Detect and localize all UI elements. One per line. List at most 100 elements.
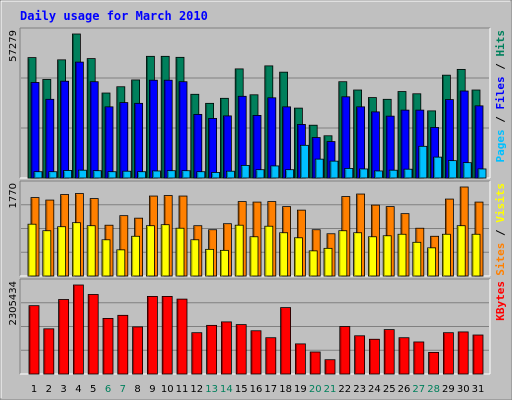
bar-kbytes-day-8 bbox=[132, 326, 144, 375]
bar-pages-day-20 bbox=[314, 158, 324, 179]
kbytes-panel: 2305434 KBytes bbox=[8, 278, 507, 375]
day-label-16: 16 bbox=[250, 384, 263, 395]
bar-kbytes-day-19 bbox=[294, 343, 306, 375]
bar-pages-day-17 bbox=[270, 165, 280, 179]
bar-kbytes-day-27 bbox=[413, 341, 425, 375]
chart-title: Daily usage for March 2010 bbox=[20, 9, 208, 23]
bar-pages-day-28 bbox=[433, 156, 443, 179]
day-label-6: 6 bbox=[105, 384, 111, 395]
day-label-23: 23 bbox=[353, 384, 366, 395]
bar-visits-day-20 bbox=[308, 250, 318, 277]
bar-pages-day-24 bbox=[373, 170, 383, 179]
bar-visits-day-5 bbox=[86, 225, 96, 277]
y-axis-max-label: 1770 bbox=[8, 183, 19, 208]
bar-pages-day-1 bbox=[33, 171, 43, 179]
bar-kbytes-day-13 bbox=[206, 324, 218, 375]
bar-pages-day-21 bbox=[329, 160, 339, 179]
bar-kbytes-day-31 bbox=[472, 334, 484, 375]
bar-kbytes-day-22 bbox=[339, 326, 351, 375]
bar-visits-day-29 bbox=[441, 233, 451, 277]
bar-visits-day-16 bbox=[249, 236, 259, 277]
bar-visits-day-3 bbox=[57, 226, 66, 277]
day-label-30: 30 bbox=[457, 384, 470, 395]
bar-pages-day-9 bbox=[151, 170, 161, 179]
bar-kbytes-day-25 bbox=[383, 329, 395, 375]
bar-kbytes-day-15 bbox=[235, 324, 247, 375]
bar-pages-day-4 bbox=[78, 169, 87, 179]
bar-kbytes-day-2 bbox=[43, 328, 55, 375]
bar-pages-day-25 bbox=[388, 169, 398, 179]
bar-visits-day-30 bbox=[456, 225, 466, 277]
day-label-14: 14 bbox=[220, 384, 233, 395]
bar-visits-day-7 bbox=[116, 249, 126, 277]
bar-pages-day-19 bbox=[299, 144, 309, 179]
bar-pages-day-26 bbox=[403, 168, 413, 179]
bar-kbytes-day-7 bbox=[117, 314, 129, 375]
bar-kbytes-day-20 bbox=[309, 351, 321, 375]
day-label-17: 17 bbox=[264, 384, 277, 395]
bar-visits-day-23 bbox=[353, 232, 363, 277]
legend-separator: / bbox=[494, 57, 507, 77]
bar-pages-day-12 bbox=[196, 171, 206, 179]
bar-kbytes-day-4 bbox=[73, 284, 84, 375]
y-axis-max-label: 57279 bbox=[8, 30, 19, 62]
bar-visits-day-24 bbox=[367, 236, 377, 277]
legend-separator: / bbox=[494, 223, 507, 243]
bar-kbytes-day-17 bbox=[265, 337, 277, 375]
bar-visits-day-31 bbox=[471, 233, 481, 277]
bar-pages-day-22 bbox=[344, 168, 354, 179]
bar-visits-day-2 bbox=[42, 230, 52, 277]
bar-pages-day-6 bbox=[107, 171, 117, 179]
bar-kbytes-day-21 bbox=[324, 359, 336, 375]
day-label-9: 9 bbox=[149, 384, 155, 395]
legend: Pages / Files / Hits bbox=[494, 30, 507, 163]
legend: KBytes bbox=[494, 281, 507, 321]
bar-kbytes-day-6 bbox=[102, 318, 114, 375]
day-label-1: 1 bbox=[31, 384, 37, 395]
bar-pages-day-8 bbox=[137, 171, 147, 179]
bar-pages-day-29 bbox=[447, 160, 457, 179]
legend-pages: Pages bbox=[494, 129, 507, 162]
bar-kbytes-day-3 bbox=[58, 299, 69, 375]
bar-pages-day-16 bbox=[255, 169, 265, 179]
bar-pages-day-13 bbox=[211, 172, 221, 179]
legend-sites: Sites bbox=[494, 243, 507, 276]
bar-visits-day-1 bbox=[27, 223, 37, 277]
legend-hits: Hits bbox=[494, 30, 507, 57]
bar-pages-day-7 bbox=[122, 170, 132, 179]
day-label-8: 8 bbox=[134, 384, 140, 395]
bar-kbytes-day-30 bbox=[457, 331, 469, 375]
bar-visits-day-28 bbox=[427, 247, 437, 277]
bar-pages-day-14 bbox=[225, 170, 235, 179]
bar-kbytes-day-5 bbox=[87, 294, 99, 375]
bar-kbytes-day-10 bbox=[161, 296, 173, 375]
day-label-24: 24 bbox=[368, 384, 381, 395]
bar-kbytes-day-14 bbox=[220, 321, 232, 375]
bar-kbytes-day-11 bbox=[176, 298, 188, 375]
day-axis: 1 2 3 4 5 6 7 8 9 10 11 12 13 14 15 16 17 18 19 20 21 22 23 24 2… bbox=[31, 384, 485, 395]
bar-pages-day-11 bbox=[181, 170, 191, 179]
legend: Sites / Visits bbox=[494, 183, 507, 276]
day-label-29: 29 bbox=[442, 384, 455, 395]
bar-visits-day-8 bbox=[131, 235, 141, 277]
bar-pages-day-31 bbox=[477, 168, 487, 179]
bar-visits-day-15 bbox=[234, 224, 244, 277]
bar-kbytes-day-29 bbox=[442, 332, 454, 375]
bar-kbytes-day-1 bbox=[28, 305, 40, 375]
bar-visits-day-21 bbox=[323, 247, 333, 277]
day-label-12: 12 bbox=[190, 384, 203, 395]
bar-pages-day-10 bbox=[166, 170, 176, 179]
bar-pages-day-23 bbox=[359, 168, 369, 179]
bar-pages-day-27 bbox=[418, 145, 428, 179]
bar-visits-day-14 bbox=[219, 249, 229, 277]
y-axis-max-label: 2305434 bbox=[8, 281, 19, 326]
bar-kbytes-day-16 bbox=[250, 330, 262, 375]
bar-visits-day-9 bbox=[145, 225, 155, 277]
day-label-19: 19 bbox=[294, 384, 307, 395]
day-label-26: 26 bbox=[398, 384, 411, 395]
bar-visits-day-10 bbox=[160, 224, 170, 277]
day-label-21: 21 bbox=[324, 384, 337, 395]
day-label-22: 22 bbox=[338, 384, 351, 395]
day-label-31: 31 bbox=[472, 384, 485, 395]
